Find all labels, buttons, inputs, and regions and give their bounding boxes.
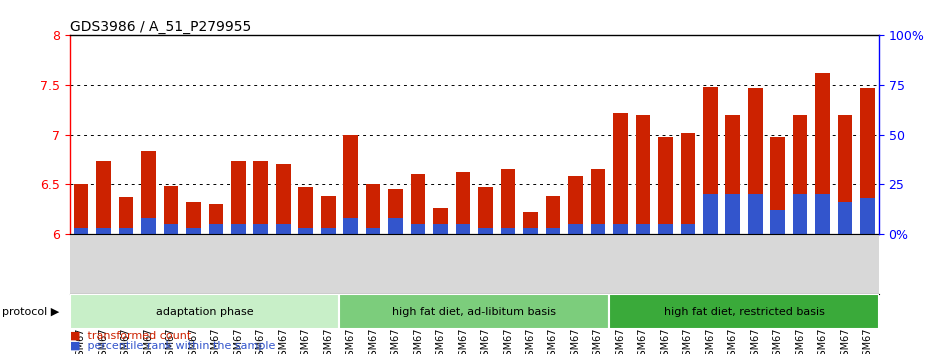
Text: protocol ▶: protocol ▶ — [2, 307, 60, 316]
Bar — [524, 212, 538, 234]
Bar — [208, 224, 223, 234]
Bar — [793, 194, 807, 234]
Bar — [276, 224, 290, 234]
Bar — [231, 224, 246, 234]
Bar — [568, 224, 583, 234]
Bar — [725, 194, 740, 234]
Bar — [389, 189, 403, 234]
Bar — [164, 224, 179, 234]
Bar — [703, 194, 718, 234]
Bar — [208, 204, 223, 234]
Bar — [186, 202, 201, 234]
Bar — [635, 224, 650, 234]
Bar — [500, 228, 515, 234]
Bar — [725, 115, 740, 234]
Bar — [770, 210, 785, 234]
Bar — [546, 196, 560, 234]
Bar — [793, 115, 807, 234]
Bar — [321, 228, 336, 234]
Bar — [591, 224, 605, 234]
Text: GDS3986 / A_51_P279955: GDS3986 / A_51_P279955 — [70, 21, 251, 34]
Bar — [411, 174, 425, 234]
Bar — [546, 228, 560, 234]
Bar — [568, 176, 583, 234]
Bar — [96, 161, 111, 234]
Bar — [299, 187, 313, 234]
Bar — [73, 184, 88, 234]
Bar — [365, 184, 380, 234]
Bar — [365, 228, 380, 234]
Bar — [276, 164, 290, 234]
Bar — [119, 228, 133, 234]
Bar — [748, 194, 763, 234]
Bar — [500, 169, 515, 234]
Bar — [613, 113, 628, 234]
Bar — [478, 187, 493, 234]
Bar — [141, 152, 155, 234]
Bar — [339, 294, 609, 329]
Bar — [478, 228, 493, 234]
Bar — [838, 115, 853, 234]
Bar — [321, 196, 336, 234]
Bar — [96, 228, 111, 234]
Bar — [411, 224, 425, 234]
Text: high fat diet, ad-libitum basis: high fat diet, ad-libitum basis — [392, 307, 556, 316]
Bar — [860, 198, 875, 234]
Bar — [681, 224, 695, 234]
Bar — [658, 137, 672, 234]
Bar — [343, 135, 358, 234]
Bar — [343, 218, 358, 234]
Bar — [456, 172, 471, 234]
Bar — [816, 73, 830, 234]
Bar — [613, 224, 628, 234]
Bar — [591, 169, 605, 234]
Bar — [73, 228, 88, 234]
Bar — [658, 224, 672, 234]
Bar — [186, 228, 201, 234]
Bar — [748, 88, 763, 234]
Bar — [838, 202, 853, 234]
Bar — [299, 228, 313, 234]
Bar — [770, 137, 785, 234]
Bar — [70, 294, 339, 329]
Bar — [231, 161, 246, 234]
Bar — [433, 208, 448, 234]
Bar — [141, 218, 155, 234]
Bar — [703, 87, 718, 234]
Bar — [681, 132, 695, 234]
Bar — [254, 161, 268, 234]
Bar — [635, 115, 650, 234]
Bar — [816, 194, 830, 234]
Bar — [389, 218, 403, 234]
Text: ■  transformed count: ■ transformed count — [70, 331, 191, 341]
Text: adaptation phase: adaptation phase — [156, 307, 253, 316]
Bar — [456, 224, 471, 234]
Bar — [860, 88, 875, 234]
Bar — [433, 224, 448, 234]
Bar — [609, 294, 879, 329]
Text: high fat diet, restricted basis: high fat diet, restricted basis — [664, 307, 824, 316]
Bar — [119, 197, 133, 234]
Bar — [524, 228, 538, 234]
Text: ■  percentile rank within the sample: ■ percentile rank within the sample — [70, 341, 275, 351]
Bar — [254, 224, 268, 234]
Bar — [164, 186, 179, 234]
